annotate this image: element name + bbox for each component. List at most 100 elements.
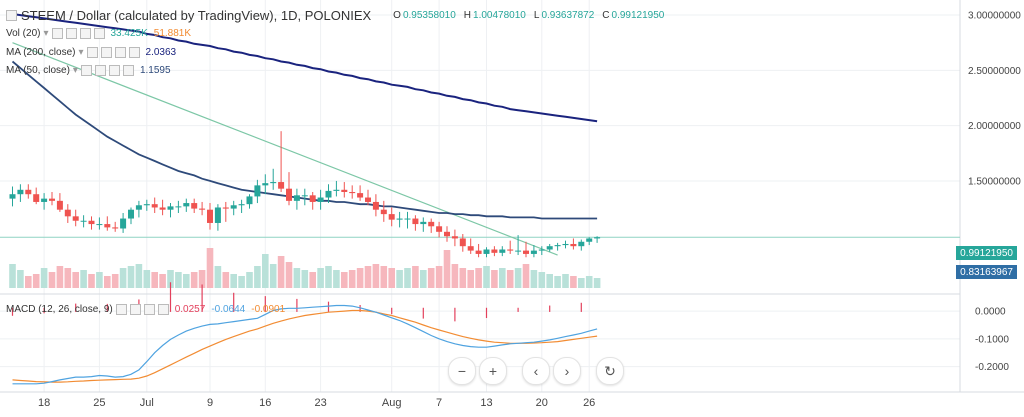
scroll-right-button[interactable]: › — [553, 357, 581, 385]
volume-bar — [396, 270, 403, 288]
collapse-legend-icon[interactable] — [6, 10, 17, 21]
reset-icon: ↻ — [604, 362, 616, 379]
scroll-left-button[interactable]: ‹ — [522, 357, 550, 385]
candle-body — [333, 189, 340, 191]
volume-bar — [246, 272, 253, 288]
time-tick-label: Jul — [140, 397, 154, 409]
close-icon[interactable] — [143, 304, 155, 315]
candle-body — [246, 196, 253, 205]
candle-body — [104, 224, 111, 228]
more-icon[interactable] — [122, 65, 134, 76]
candle-body — [96, 224, 103, 226]
ma50-label: MA (50, close) — [6, 65, 70, 76]
volume-bar — [104, 276, 111, 288]
close-icon[interactable] — [79, 28, 91, 39]
volume-bar — [570, 276, 577, 288]
candle-body — [546, 246, 553, 250]
candle-body — [56, 200, 63, 210]
candle-body — [404, 218, 411, 220]
settings-icon[interactable] — [129, 304, 141, 315]
candle-body — [357, 193, 364, 198]
volume-bar — [183, 274, 190, 288]
macd-tick-label: -0.2000 — [975, 362, 1009, 373]
reset-chart-button[interactable]: ↻ — [596, 357, 624, 385]
scroll-right-icon: › — [564, 363, 570, 379]
volume-bar — [420, 270, 427, 288]
volume-ma-value: 51.881K — [153, 28, 192, 39]
volume-bar — [475, 268, 482, 288]
volume-bar — [459, 268, 467, 288]
volume-bar — [356, 268, 364, 288]
volume-bar — [80, 270, 87, 288]
candle-body — [451, 236, 458, 239]
volume-bar — [530, 270, 538, 288]
volume-bar — [96, 272, 103, 288]
chevron-down-icon[interactable]: ▾ — [78, 47, 84, 58]
eye-icon[interactable] — [80, 65, 92, 76]
more-icon[interactable] — [93, 28, 105, 39]
candle-body — [594, 237, 601, 239]
candle-body — [167, 206, 174, 210]
price-tick-label: 1.50000000 — [968, 176, 1021, 187]
candle-body — [254, 185, 261, 197]
legend-ma200[interactable]: MA (200, close) ▾ 2.0363 — [6, 47, 176, 58]
close-icon[interactable] — [114, 47, 126, 58]
chevron-down-icon[interactable]: ▾ — [43, 28, 49, 39]
volume-bar — [348, 270, 356, 288]
legend-ma50[interactable]: MA (50, close) ▾ 1.1595 — [6, 65, 171, 76]
candle-body — [507, 249, 514, 251]
eye-icon[interactable] — [86, 47, 98, 58]
legend-volume[interactable]: Vol (20) ▾ 33.425K 51.881K — [6, 28, 191, 39]
volume-bar — [491, 270, 498, 288]
chevron-down-icon[interactable]: ▾ — [72, 65, 78, 76]
zoom-in-button[interactable]: + — [479, 357, 507, 385]
settings-icon[interactable] — [94, 65, 106, 76]
eye-icon[interactable] — [51, 28, 63, 39]
candle-body — [325, 190, 332, 198]
volume-bar — [214, 266, 222, 288]
candle-body — [293, 195, 300, 201]
zoom-in-icon: + — [488, 363, 498, 379]
settings-icon[interactable] — [65, 28, 77, 39]
eye-icon[interactable] — [115, 304, 127, 315]
volume-bar — [135, 264, 143, 288]
volume-bar — [514, 268, 522, 288]
candle-body — [33, 194, 40, 202]
candle-body — [9, 194, 16, 199]
volume-bar — [88, 274, 95, 288]
legend-main: STEEM / Dollar (calculated by TradingVie… — [6, 8, 664, 23]
candle-body — [128, 209, 134, 219]
volume-bar — [325, 266, 332, 288]
macd-line — [12, 304, 598, 385]
time-tick-label: 18 — [38, 397, 50, 409]
zoom-out-icon: − — [457, 363, 467, 379]
candle-body — [309, 195, 316, 202]
close-icon[interactable] — [108, 65, 120, 76]
more-icon[interactable] — [157, 304, 169, 315]
settings-icon[interactable] — [100, 47, 112, 58]
volume-bar — [127, 266, 135, 288]
volume-bar — [17, 270, 24, 288]
high-value: 1.00478010 — [473, 10, 526, 21]
volume-bar — [64, 268, 72, 288]
volume-bar — [269, 264, 277, 288]
volume-bar — [364, 266, 372, 288]
volume-bar — [175, 272, 182, 288]
candle-body — [25, 189, 32, 195]
legend-macd[interactable]: MACD (12, 26, close, 9) 0.0257 -0.0644 -… — [6, 304, 285, 315]
volume-bar — [554, 276, 561, 288]
macd-tick-label: -0.1000 — [975, 334, 1009, 345]
candle-body — [444, 231, 450, 237]
time-tick-label: 20 — [536, 397, 548, 409]
volume-bar — [427, 268, 435, 288]
candle-body — [17, 189, 24, 195]
zoom-out-button[interactable]: − — [448, 357, 476, 385]
candle-body — [72, 216, 79, 221]
candle-body — [491, 249, 498, 253]
more-icon[interactable] — [128, 47, 140, 58]
candle-body — [143, 204, 150, 206]
volume-bar — [538, 272, 546, 288]
candle-body — [380, 209, 387, 215]
time-tick-label: 9 — [207, 397, 213, 409]
